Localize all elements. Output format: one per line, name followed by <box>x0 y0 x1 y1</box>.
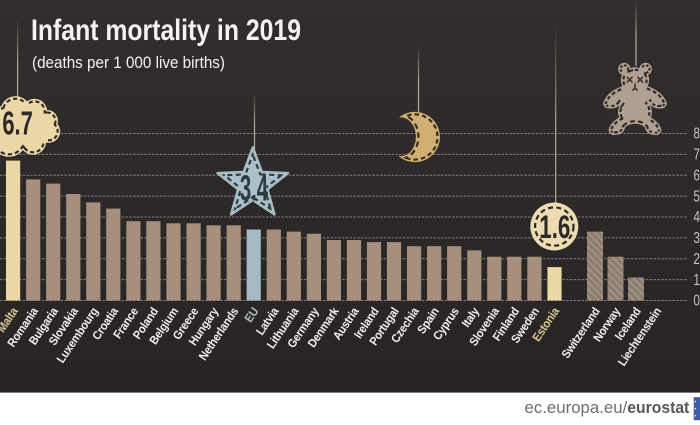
svg-text:7: 7 <box>693 147 700 164</box>
svg-text:3.4: 3.4 <box>240 167 268 208</box>
svg-text:0: 0 <box>693 293 700 310</box>
svg-text:8: 8 <box>693 126 700 143</box>
svg-text:1: 1 <box>693 272 700 289</box>
svg-text:1.6: 1.6 <box>539 209 570 245</box>
svg-text:Infant mortality in 2019: Infant mortality in 2019 <box>31 14 301 47</box>
svg-text:(deaths per 1 000 live births): (deaths per 1 000 live births) <box>32 53 225 72</box>
svg-text:4: 4 <box>693 209 700 226</box>
svg-text:6.7: 6.7 <box>2 105 33 142</box>
svg-text:5: 5 <box>693 188 700 205</box>
svg-text:ec.europa.eu/: ec.europa.eu/ <box>525 399 628 417</box>
svg-text:3: 3 <box>693 230 700 247</box>
svg-text:6: 6 <box>693 167 700 184</box>
svg-text:2: 2 <box>693 251 700 268</box>
svg-text:eurostat: eurostat <box>627 399 689 417</box>
